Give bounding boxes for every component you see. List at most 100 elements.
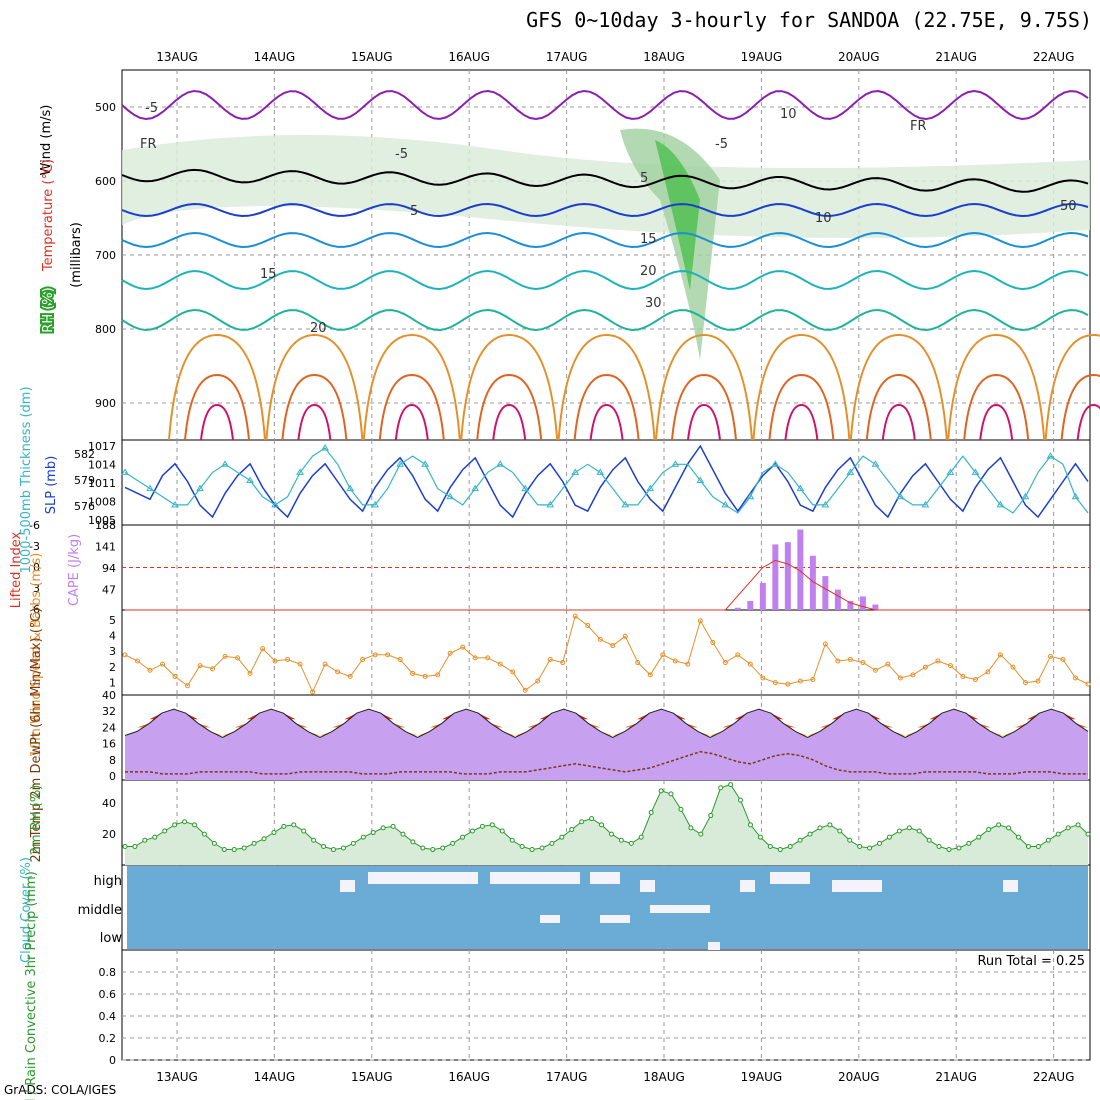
thickness-point — [646, 484, 655, 492]
contour-label: 50 — [1060, 199, 1077, 214]
contour-label: 20 — [640, 264, 657, 279]
wind-speed-point — [547, 656, 553, 662]
date-label-top: 20AUG — [838, 50, 880, 64]
wind-speed-point — [172, 673, 178, 679]
contour-label: 15 — [640, 232, 657, 247]
rh-point — [817, 825, 823, 831]
date-label-bottom: 15AUG — [351, 1070, 393, 1084]
cape-bar — [847, 600, 854, 610]
y-tick-label-right: 1017 — [88, 440, 116, 453]
rh-point — [688, 825, 694, 831]
cape-bar — [747, 600, 754, 610]
wind-speed-point — [510, 669, 516, 675]
wind-speed-point — [785, 681, 791, 687]
rh-point — [976, 834, 982, 840]
thickness-point — [221, 460, 229, 467]
thickness-point — [846, 468, 855, 475]
wind-speed-point — [222, 653, 228, 659]
cloud-level-label: high — [94, 874, 122, 889]
rh-point — [559, 834, 565, 840]
wind-speed-point — [585, 622, 591, 628]
rh-point — [380, 825, 386, 831]
cloud-cover-gap — [770, 872, 810, 884]
rh-point — [340, 845, 346, 851]
date-label-bottom: 20AUG — [838, 1070, 880, 1084]
wind-speed-point — [735, 652, 741, 658]
wind-speed-point — [722, 660, 728, 666]
temperature-contour — [121, 202, 1089, 218]
rh-point — [1016, 834, 1022, 840]
contour-label: 5 — [640, 171, 648, 186]
axis-label-rh: RH (%) — [41, 287, 56, 332]
rh-point — [986, 826, 992, 832]
wind-speed-point — [410, 670, 416, 676]
panel-frame-slp — [121, 439, 1091, 526]
rh-point — [211, 840, 217, 846]
wind-speed-point — [685, 661, 691, 667]
rh-point — [410, 839, 416, 845]
thickness-point — [396, 460, 405, 467]
wind-speed-point — [822, 641, 828, 647]
temperature-contour — [121, 308, 1089, 332]
cloud-cover-gap — [640, 880, 655, 892]
wind-speed-point — [272, 658, 278, 664]
wind-speed-point — [472, 655, 478, 661]
temperature-contour — [752, 333, 851, 441]
y-tick-label: 5 — [109, 614, 116, 627]
temperature-contour — [362, 333, 461, 441]
wind-speed-point — [835, 658, 841, 664]
thickness-point — [496, 460, 505, 467]
thickness-point — [446, 492, 455, 500]
wind-speed-point — [697, 618, 703, 624]
cape-bar — [772, 544, 779, 610]
thickness-point — [546, 500, 555, 508]
thickness-point — [296, 468, 304, 475]
temperature-contour — [121, 89, 1089, 121]
rh-point — [787, 843, 793, 849]
thickness-point — [146, 484, 154, 492]
rh-point — [122, 843, 128, 849]
wind-speed-point — [385, 652, 391, 658]
rh-point — [311, 837, 317, 843]
contour-label: -5 — [715, 137, 728, 152]
temperature-contour — [476, 373, 543, 441]
wind-speed-point — [322, 661, 328, 667]
y-tick-label-left: 6 — [33, 603, 40, 616]
thickness-point — [771, 460, 780, 467]
rh-point — [400, 831, 406, 837]
thickness-point — [246, 476, 254, 483]
rh-point — [678, 806, 684, 812]
date-label-bottom: 13AUG — [156, 1070, 198, 1084]
temperature-contour — [865, 373, 932, 441]
temperature-contour — [378, 373, 445, 441]
wind-speed-point — [772, 680, 778, 686]
thickness-point — [521, 484, 530, 492]
rh-point — [996, 822, 1002, 828]
wind-speed-point — [935, 658, 941, 664]
wind-speed-point — [310, 689, 316, 695]
temperature-contour — [265, 333, 364, 441]
axis-label-precip: Total / Rain Convective 3hr Precip (mm) — [24, 871, 39, 1100]
temperature-contour — [784, 403, 819, 441]
rh-point — [698, 831, 704, 837]
rh-point — [946, 847, 952, 853]
axis-label-temp: 2m Temp 2m DewPt (6hr Min/Max) (°C) — [29, 608, 44, 863]
cloud-level-label: low — [100, 931, 123, 946]
wind-speed-point — [747, 661, 753, 667]
wind-speed-point — [672, 658, 678, 664]
rh-point — [469, 828, 475, 834]
y-tick-label-right: 1008 — [88, 496, 116, 509]
contour-label: 5 — [410, 204, 418, 219]
cape-bar — [759, 582, 766, 610]
date-label-bottom: 22AUG — [1033, 1070, 1075, 1084]
y-tick-label-right: 1011 — [88, 477, 116, 490]
date-label-top: 19AUG — [741, 50, 783, 64]
rh-point — [142, 837, 148, 843]
wind-speed-point — [335, 669, 341, 675]
wind-speed-point — [810, 677, 816, 683]
wind-speed-point — [422, 673, 428, 679]
rh-point — [896, 828, 902, 834]
thickness-point — [271, 500, 279, 508]
rh-point — [767, 843, 773, 849]
rh-point — [430, 847, 436, 853]
